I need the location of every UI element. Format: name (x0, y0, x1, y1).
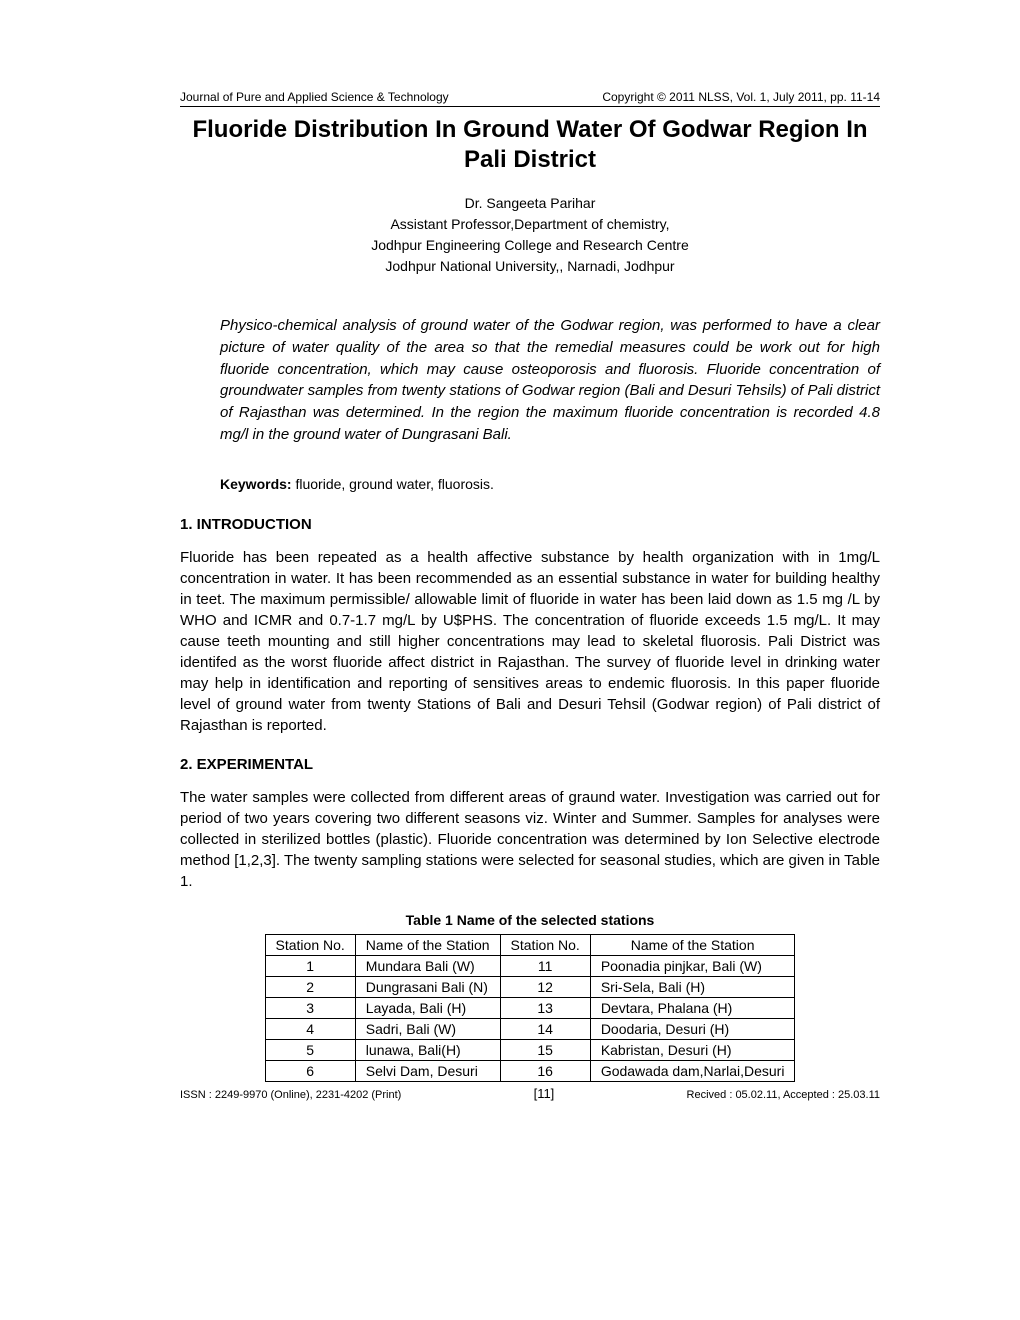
table-cell: lunawa, Bali(H) (355, 1039, 500, 1060)
copyright-line: Copyright © 2011 NLSS, Vol. 1, July 2011… (602, 90, 880, 104)
table-row: 5lunawa, Bali(H)15Kabristan, Desuri (H) (265, 1039, 795, 1060)
running-header: Journal of Pure and Applied Science & Te… (180, 90, 880, 107)
table-cell: 6 (265, 1060, 355, 1081)
table-header-row: Station No. Name of the Station Station … (265, 934, 795, 955)
table-cell: 12 (500, 976, 590, 997)
keywords-label: Keywords: (220, 476, 292, 492)
received-accepted: Recived : 05.02.11, Accepted : 25.03.11 (687, 1089, 880, 1101)
footer: ISSN : 2249-9970 (Online), 2231-4202 (Pr… (180, 1086, 880, 1101)
keywords-line: Keywords: fluoride, ground water, fluoro… (220, 476, 880, 492)
table-cell: Doodaria, Desuri (H) (590, 1018, 795, 1039)
paper-title: Fluoride Distribution In Ground Water Of… (180, 115, 880, 175)
stations-table: Station No. Name of the Station Station … (265, 934, 796, 1082)
experimental-body: The water samples were collected from di… (180, 787, 880, 892)
table-cell: Sri-Sela, Bali (H) (590, 976, 795, 997)
page-number: [11] (534, 1086, 555, 1101)
journal-name: Journal of Pure and Applied Science & Te… (180, 90, 449, 104)
table-cell: Sadri, Bali (W) (355, 1018, 500, 1039)
heading-experimental: 2. EXPERIMENTAL (180, 756, 880, 773)
table-row: 2Dungrasani Bali (N)12Sri-Sela, Bali (H) (265, 976, 795, 997)
table-cell: Mundara Bali (W) (355, 955, 500, 976)
table-row: 4Sadri, Bali (W)14Doodaria, Desuri (H) (265, 1018, 795, 1039)
table-cell: 16 (500, 1060, 590, 1081)
table-cell: Devtara, Phalana (H) (590, 997, 795, 1018)
col-header: Name of the Station (590, 934, 795, 955)
table-cell: 1 (265, 955, 355, 976)
table-cell: 11 (500, 955, 590, 976)
heading-introduction: 1. INTRODUCTION (180, 516, 880, 533)
table-cell: 2 (265, 976, 355, 997)
table-row: 6Selvi Dam, Desuri16Godawada dam,Narlai,… (265, 1060, 795, 1081)
table-cell: 15 (500, 1039, 590, 1060)
col-header: Name of the Station (355, 934, 500, 955)
issn: ISSN : 2249-9970 (Online), 2231-4202 (Pr… (180, 1089, 401, 1101)
table-cell: 3 (265, 997, 355, 1018)
table-row: 3Layada, Bali (H)13Devtara, Phalana (H) (265, 997, 795, 1018)
keywords-text: fluoride, ground water, fluorosis. (292, 476, 494, 492)
col-header: Station No. (500, 934, 590, 955)
col-header: Station No. (265, 934, 355, 955)
table-row: 1Mundara Bali (W)11Poonadia pinjkar, Bal… (265, 955, 795, 976)
introduction-body: Fluoride has been repeated as a health a… (180, 547, 880, 736)
table-cell: Godawada dam,Narlai,Desuri (590, 1060, 795, 1081)
table-cell: Dungrasani Bali (N) (355, 976, 500, 997)
table-cell: 4 (265, 1018, 355, 1039)
table-caption: Table 1 Name of the selected stations (180, 912, 880, 928)
table-cell: 5 (265, 1039, 355, 1060)
page: Journal of Pure and Applied Science & Te… (0, 0, 1020, 1320)
table-cell: Layada, Bali (H) (355, 997, 500, 1018)
table-cell: Poonadia pinjkar, Bali (W) (590, 955, 795, 976)
table-cell: Kabristan, Desuri (H) (590, 1039, 795, 1060)
author-block: Dr. Sangeeta Parihar Assistant Professor… (180, 193, 880, 277)
abstract: Physico-chemical analysis of ground wate… (220, 315, 880, 446)
table-body: 1Mundara Bali (W)11Poonadia pinjkar, Bal… (265, 955, 795, 1081)
author-affil-3: Jodhpur National University,, Narnadi, J… (180, 256, 880, 277)
author-affil-2: Jodhpur Engineering College and Research… (180, 235, 880, 256)
table-cell: Selvi Dam, Desuri (355, 1060, 500, 1081)
table-cell: 14 (500, 1018, 590, 1039)
author-name: Dr. Sangeeta Parihar (180, 193, 880, 214)
author-affil-1: Assistant Professor,Department of chemis… (180, 214, 880, 235)
table-cell: 13 (500, 997, 590, 1018)
